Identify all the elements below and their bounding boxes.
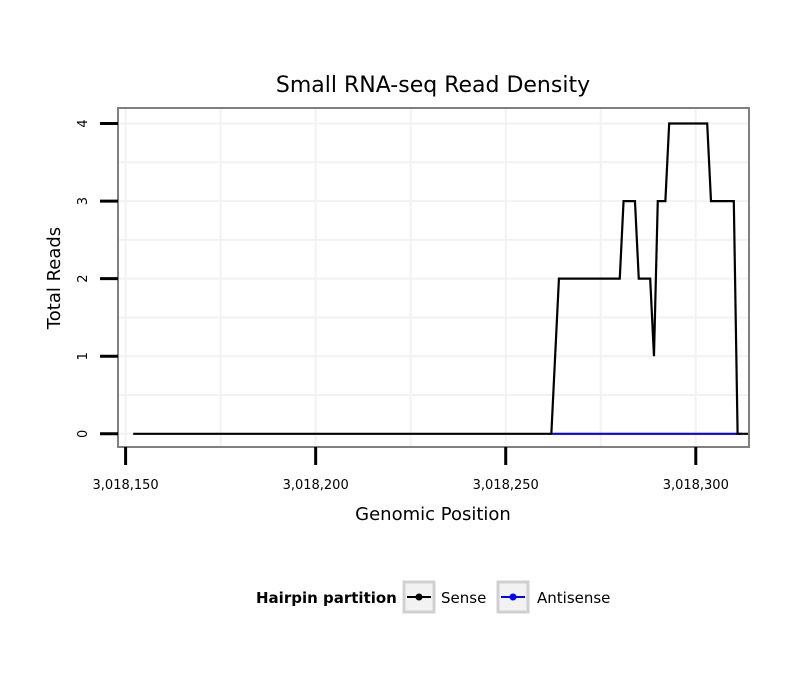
y-tick-label: 2 (76, 275, 91, 283)
legend-point-antisense (509, 593, 517, 601)
y-tick-label: 3 (76, 197, 91, 205)
legend-point-sense (415, 593, 423, 601)
y-axis: 0 1 2 3 4 (76, 119, 118, 438)
x-tick-label: 3,018,200 (283, 478, 349, 493)
x-tick-label: 3,018,150 (93, 478, 159, 493)
x-axis: 3,018,150 3,018,200 3,018,250 3,018,300 (93, 447, 729, 493)
legend: Hairpin partition Sense Antisense (256, 580, 610, 614)
series-line-sense (133, 122, 749, 435)
x-tick-label: 3,018,300 (663, 478, 729, 493)
y-tick-label: 4 (76, 119, 91, 127)
x-axis-title: Genomic Position (355, 504, 511, 525)
y-tick-label: 1 (76, 352, 91, 360)
legend-title: Hairpin partition (256, 589, 397, 607)
series-layer (133, 122, 749, 435)
y-axis-title: Total Reads (44, 227, 65, 330)
chart-title: Small RNA-seq Read Density (276, 73, 590, 98)
x-tick-label: 3,018,250 (473, 478, 539, 493)
legend-key-antisense (496, 580, 530, 614)
legend-label-sense: Sense (441, 589, 486, 607)
y-tick-label: 0 (76, 430, 91, 438)
plot-panel (118, 108, 749, 447)
grid-lines (118, 108, 749, 447)
legend-label-antisense: Antisense (537, 589, 610, 607)
